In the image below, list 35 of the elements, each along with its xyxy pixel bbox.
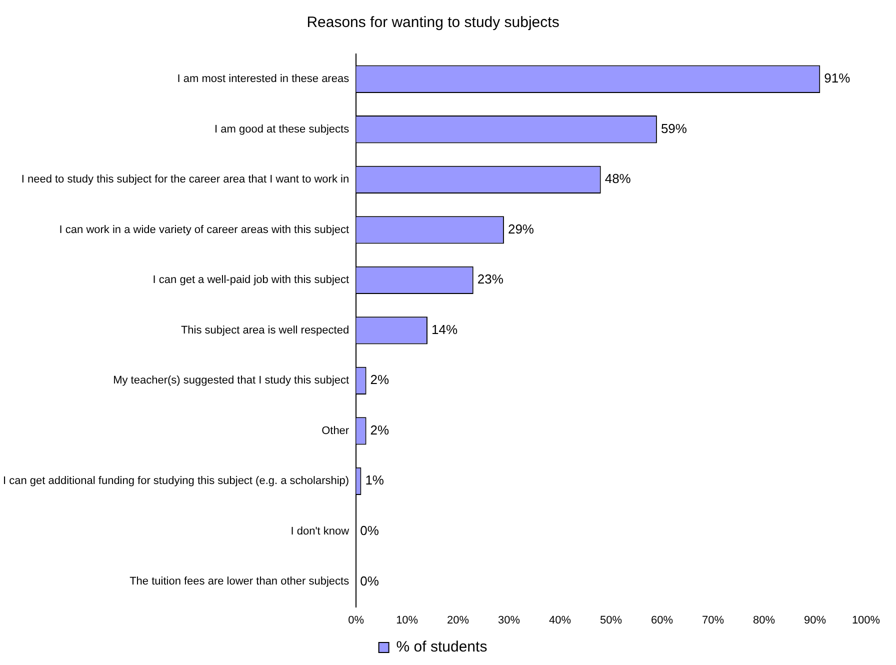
x-tick-label: 30% — [498, 614, 520, 626]
y-tick-label: I am good at these subjects — [214, 123, 350, 136]
y-tick-label: I can get a well-paid job with this subject — [152, 274, 350, 286]
text: 14% — [431, 322, 458, 337]
chart-title: Reasons for wanting to study subjects — [306, 14, 560, 32]
text: 23% — [477, 272, 504, 287]
text: 48% — [604, 171, 631, 186]
y-tick-label: My teacher(s) suggested that I study this subject — [113, 374, 350, 387]
text: 2% — [370, 372, 390, 388]
text: 0% — [360, 522, 379, 538]
text: 1% — [365, 472, 384, 488]
y-tick-label: I am most interested in these areas — [177, 73, 350, 86]
legend-label: % of students — [396, 638, 488, 656]
x-tick-label: 70% — [702, 614, 724, 626]
y-tick-label: I don't know — [290, 525, 350, 538]
text: 0% — [360, 573, 379, 588]
y-tick-label: I can get additional funding for studying this subject (e.g. a scholarship) — [3, 475, 350, 488]
x-tick-label: 90% — [804, 614, 826, 626]
x-tick-label: 20% — [447, 614, 470, 626]
x-tick-label: 0% — [348, 614, 364, 626]
x-tick-label: 10% — [396, 614, 418, 626]
x-tick-label: 40% — [549, 614, 572, 626]
y-tick-label: The tuition fees are lower than other subjects — [130, 576, 350, 588]
y-tick-label: I need to study this subject for the career area that I want to work in — [21, 174, 350, 186]
x-tick-label: 80% — [753, 614, 776, 626]
text: 29% — [508, 221, 534, 236]
x-tick-label: 100% — [852, 614, 880, 626]
y-tick-label: This subject area is well respected — [180, 324, 350, 336]
x-tick-label: 60% — [651, 614, 674, 626]
x-tick-label: 50% — [600, 614, 622, 626]
text: 59% — [660, 120, 687, 136]
text: 91% — [824, 70, 850, 86]
text: 2% — [370, 422, 390, 438]
y-tick-label: Other — [322, 424, 350, 437]
y-tick-label: I can work in a wide variety of career areas with this subject — [59, 224, 350, 236]
